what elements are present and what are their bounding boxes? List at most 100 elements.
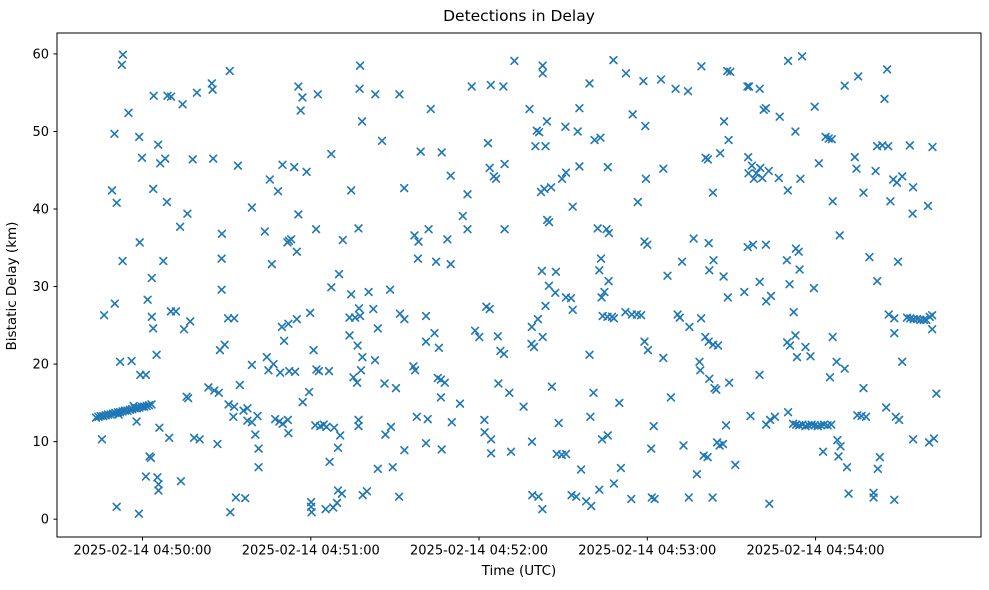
detection-marker bbox=[744, 82, 754, 91]
detection-marker bbox=[485, 163, 494, 173]
detection-marker bbox=[679, 441, 688, 450]
detection-marker bbox=[134, 509, 144, 518]
detection-marker bbox=[689, 234, 698, 243]
detection-marker bbox=[424, 224, 433, 234]
detection-marker bbox=[362, 487, 372, 496]
detection-marker bbox=[160, 154, 170, 163]
detection-marker bbox=[643, 240, 652, 249]
detection-marker bbox=[755, 277, 764, 287]
detection-marker bbox=[313, 90, 322, 99]
y-axis-label: Bistatic Delay (km) bbox=[4, 221, 20, 351]
detection-marker bbox=[616, 463, 626, 473]
detection-marker bbox=[873, 276, 882, 286]
detection-marker bbox=[840, 81, 849, 90]
detection-marker bbox=[538, 69, 547, 78]
detection-marker bbox=[355, 61, 365, 70]
detection-marker bbox=[208, 85, 217, 94]
detection-marker bbox=[147, 400, 156, 409]
x-tick-label: 2025-02-14 04:50:00 bbox=[73, 544, 211, 559]
detection-marker bbox=[893, 257, 903, 266]
detection-marker bbox=[875, 452, 884, 462]
detection-marker bbox=[527, 437, 537, 446]
detection-marker bbox=[369, 304, 378, 314]
detection-marker bbox=[483, 138, 493, 148]
detection-marker bbox=[541, 141, 550, 151]
detection-marker bbox=[842, 463, 852, 472]
detection-marker bbox=[337, 489, 347, 498]
detection-marker bbox=[327, 283, 336, 292]
detection-marker bbox=[828, 197, 837, 206]
x-tick-label: 2025-02-14 04:52:00 bbox=[410, 544, 548, 559]
detection-marker bbox=[214, 388, 224, 397]
detection-marker bbox=[704, 337, 713, 346]
detection-marker bbox=[590, 135, 599, 145]
detection-marker bbox=[416, 147, 425, 156]
detection-marker bbox=[835, 231, 844, 240]
detection-marker bbox=[279, 336, 289, 345]
detection-marker bbox=[329, 423, 339, 432]
detection-marker bbox=[284, 428, 293, 438]
detection-marker bbox=[118, 50, 128, 59]
detection-marker bbox=[929, 434, 939, 443]
detection-marker bbox=[321, 504, 330, 514]
detection-marker bbox=[347, 290, 356, 299]
detection-marker bbox=[818, 447, 828, 456]
detection-marker bbox=[243, 404, 252, 413]
detection-marker bbox=[485, 304, 494, 314]
detection-marker bbox=[500, 224, 509, 234]
detection-marker bbox=[696, 366, 705, 375]
detection-marker bbox=[554, 418, 563, 428]
detection-marker bbox=[536, 187, 546, 197]
detection-marker bbox=[595, 266, 604, 275]
detection-marker bbox=[235, 380, 245, 390]
detection-marker bbox=[765, 499, 774, 508]
detection-marker bbox=[602, 224, 611, 234]
detection-marker bbox=[353, 341, 362, 350]
detection-marker bbox=[178, 100, 187, 109]
detection-marker bbox=[463, 190, 472, 199]
detection-marker bbox=[840, 364, 849, 373]
detection-marker bbox=[153, 473, 162, 482]
detection-marker bbox=[127, 356, 136, 366]
detection-marker bbox=[567, 490, 576, 500]
detection-marker bbox=[292, 314, 301, 324]
detection-marker bbox=[589, 388, 598, 397]
detection-marker bbox=[247, 418, 257, 427]
detection-marker bbox=[489, 172, 499, 181]
detection-marker bbox=[600, 287, 609, 297]
detection-marker bbox=[627, 494, 636, 504]
detection-marker bbox=[486, 435, 496, 444]
detection-marker bbox=[928, 325, 937, 334]
detection-marker bbox=[744, 152, 753, 162]
detection-marker bbox=[345, 331, 354, 340]
detection-marker bbox=[494, 379, 503, 388]
detection-marker bbox=[486, 80, 495, 90]
y-tick-label: 20 bbox=[32, 358, 49, 373]
detection-marker bbox=[775, 112, 784, 121]
detection-marker bbox=[762, 420, 771, 429]
detection-marker bbox=[675, 313, 684, 322]
detection-marker bbox=[886, 197, 895, 206]
detection-marker bbox=[440, 378, 449, 387]
detection-marker bbox=[640, 337, 649, 346]
detection-marker bbox=[338, 235, 347, 245]
detection-marker bbox=[364, 287, 373, 297]
detection-marker bbox=[795, 265, 804, 274]
detection-marker bbox=[696, 314, 706, 323]
detection-marker bbox=[400, 446, 409, 455]
detection-marker bbox=[357, 117, 367, 126]
detection-marker bbox=[873, 464, 882, 473]
detection-marker bbox=[568, 305, 577, 314]
detection-marker bbox=[561, 122, 570, 132]
detection-marker bbox=[373, 324, 382, 333]
detection-marker bbox=[871, 166, 880, 176]
detection-marker bbox=[572, 492, 581, 501]
detection-marker bbox=[144, 401, 154, 410]
detection-marker bbox=[628, 110, 637, 119]
detection-marker bbox=[294, 210, 303, 219]
detection-marker bbox=[561, 449, 571, 459]
detection-marker bbox=[311, 224, 321, 234]
detection-marker bbox=[414, 237, 423, 246]
